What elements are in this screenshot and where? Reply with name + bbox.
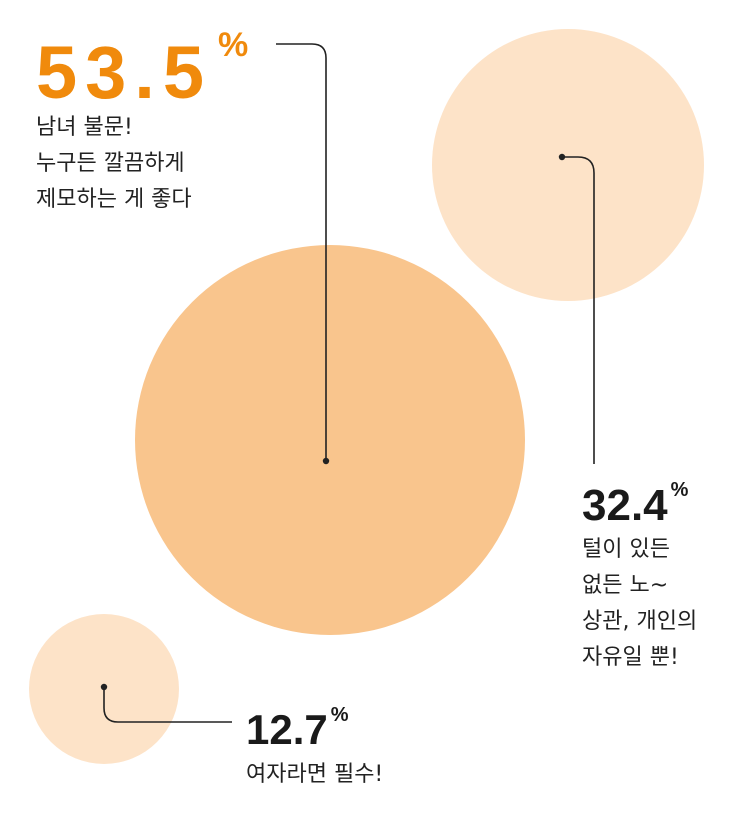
value-number-a: 53.5 — [36, 31, 212, 114]
value-label-a: 53.5% — [36, 26, 248, 114]
leader-dot-a — [322, 457, 330, 465]
description-line: 털이 있든 — [582, 537, 670, 562]
leader-dot-b — [558, 153, 566, 161]
value-unit-a: % — [218, 26, 248, 64]
description-line: 여자라면 필수! — [246, 762, 384, 787]
value-number-c: 12.7 — [246, 706, 328, 753]
description-c: 여자라면 필수! — [246, 757, 383, 793]
description-line: 자유일 뿐! — [582, 645, 679, 670]
value-label-b: 32.4% — [582, 479, 689, 530]
bubble-a — [135, 245, 525, 635]
value-label-c: 12.7% — [246, 704, 349, 753]
description-line: 제모하는 게 좋다 — [36, 187, 192, 212]
leader-line-a — [276, 43, 327, 461]
description-line: 없든 노~ — [582, 573, 669, 598]
leader-line-c — [103, 687, 232, 723]
leader-dot-c — [100, 683, 108, 691]
value-number-b: 32.4 — [582, 481, 668, 530]
description-line: 상관, 개인의 — [582, 609, 698, 634]
value-unit-c: % — [331, 704, 349, 726]
description-line: 누구든 깔끔하게 — [36, 151, 185, 176]
description-line: 남녀 불문! — [36, 115, 133, 140]
bubble-b — [432, 29, 704, 301]
value-unit-b: % — [671, 479, 689, 501]
leader-line-b — [562, 156, 595, 464]
